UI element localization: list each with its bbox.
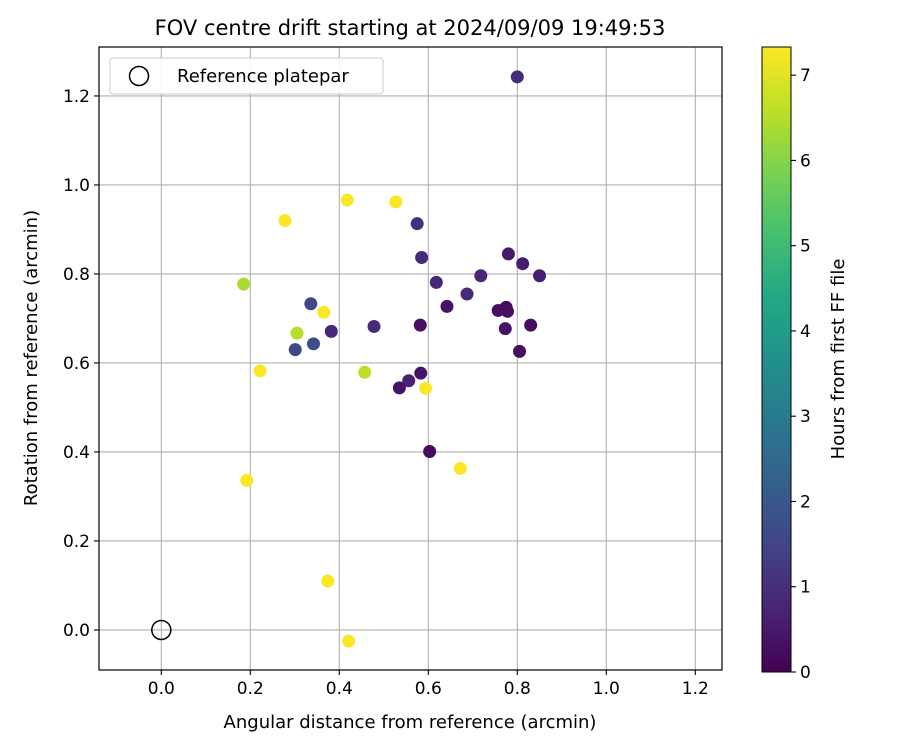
colorbar-ticks: 0 1 2 3 4 5 6 7 [791,66,811,683]
data-point [410,217,424,231]
x-tick-label: 1.2 [682,679,709,699]
x-tick-label: 0.0 [148,679,175,699]
x-tick-label: 0.8 [504,679,531,699]
y-axis-label: Rotation from reference (arcmin) [21,210,42,506]
data-point [290,326,304,340]
data-point [342,634,356,648]
data-point [340,193,354,207]
data-point [304,297,318,311]
colorbar-tick-label: 2 [800,492,811,512]
data-point [288,343,302,357]
y-axis-ticks: 0.0 0.2 0.4 0.6 0.8 1.0 1.2 [63,87,99,641]
colorbar: 0 1 2 3 4 5 6 7 Hours from first FF file [761,46,849,683]
data-point [392,381,406,395]
data-point [253,364,267,378]
colorbar-tick-label: 4 [800,322,811,342]
legend: Reference platepar [109,57,384,95]
colorbar-tick-label: 0 [800,663,811,683]
data-point [389,195,403,209]
x-tick-label: 0.6 [415,679,442,699]
legend-marker-icon [128,65,150,87]
grid [99,47,722,670]
y-tick-label: 0.6 [63,354,90,374]
y-tick-label: 0.8 [63,265,90,285]
data-point [413,318,427,332]
y-tick-label: 0.4 [63,443,90,463]
chart-title: FOV centre drift starting at 2024/09/09 … [155,16,666,40]
colorbar-tick-label: 6 [800,151,811,171]
y-tick-label: 1.0 [63,176,90,196]
x-tick-label: 0.4 [326,679,353,699]
data-point [402,374,416,388]
data-point [306,337,320,351]
reference-platepar-marker [151,619,172,641]
colorbar-tick-label: 1 [800,578,811,598]
colorbar-tick-label: 3 [800,407,811,427]
legend-box [109,57,384,95]
data-point [474,269,488,283]
data-point [516,257,530,271]
data-point [419,381,433,395]
colorbar-label: Hours from first FF file [828,259,849,460]
data-point [240,473,254,487]
y-tick-label: 1.2 [63,87,90,107]
data-point [533,269,547,283]
y-tick-label: 0.2 [63,532,90,552]
data-point [367,319,381,333]
data-point [501,304,515,318]
data-point [321,574,335,588]
data-point [423,445,437,459]
colorbar-gradient [761,46,792,673]
data-point [510,70,524,84]
x-axis-label: Angular distance from reference (arcmin) [224,712,597,733]
data-point [415,250,429,264]
data-point [429,275,443,289]
data-point [501,247,515,261]
x-tick-label: 0.2 [237,679,264,699]
legend-entry-reference: Reference platepar [177,66,349,87]
data-point [498,322,512,336]
data-point [358,365,372,379]
data-point [324,324,338,338]
data-point [513,344,527,358]
data-point [278,214,292,228]
x-axis-ticks: 0.0 0.2 0.4 0.6 0.8 1.0 1.2 [148,670,709,699]
data-points [237,70,547,648]
colorbar-tick-label: 7 [800,66,811,86]
y-tick-label: 0.0 [63,621,90,641]
data-point [440,299,454,313]
data-point [453,461,467,475]
data-point [414,366,428,380]
data-point [237,277,251,291]
data-point [460,287,474,301]
colorbar-tick-label: 5 [800,237,811,257]
x-tick-label: 1.0 [593,679,620,699]
data-point [317,305,331,319]
data-point [524,318,538,332]
plot-frame [98,46,723,671]
